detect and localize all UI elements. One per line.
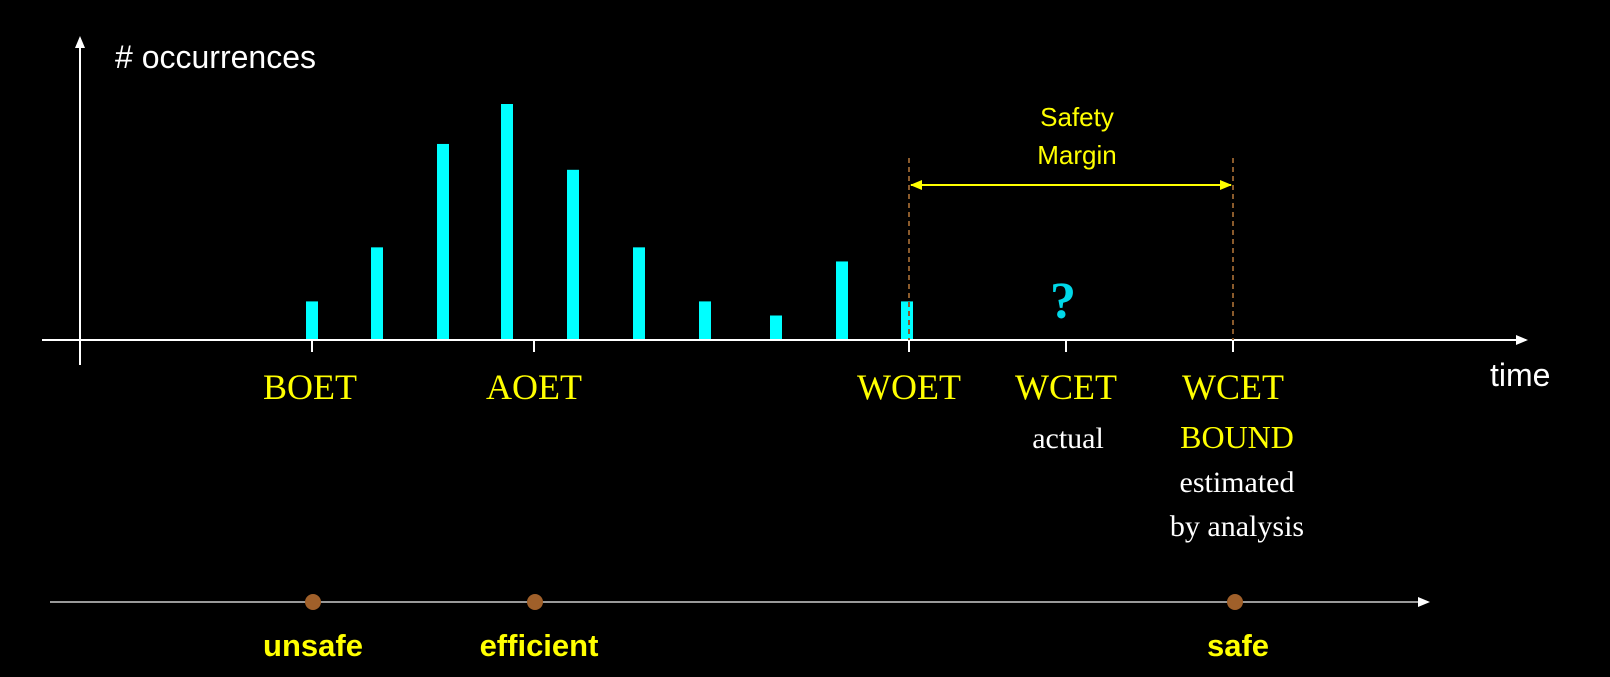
scale-label-efficient: efficient: [480, 628, 599, 663]
histogram-bar: [306, 301, 318, 339]
label-wcet-actual: WCET: [1015, 367, 1117, 407]
histogram-bar: [633, 247, 645, 339]
histogram-bars: [306, 104, 913, 339]
label-wcet-bound-sub: BOUND: [1180, 419, 1294, 455]
scale-dot-safe: [1227, 594, 1243, 610]
y-axis-label: # occurrences: [115, 39, 316, 75]
histogram-bar: [699, 301, 711, 339]
safety-margin-label-line2: Margin: [1037, 140, 1116, 170]
scale-dot-efficient: [527, 594, 543, 610]
label-wcet-bound: WCET: [1182, 367, 1284, 407]
x-axis-label: time: [1490, 357, 1550, 393]
histogram-bar: [770, 315, 782, 339]
label-wcet-actual-sub: actual: [1032, 422, 1104, 455]
label-estimated: estimated: [1180, 466, 1295, 499]
label-boet: BOET: [263, 367, 357, 407]
safety-margin-label-line1: Safety: [1040, 102, 1114, 132]
label-woet: WOET: [857, 367, 961, 407]
scale-dot-unsafe: [305, 594, 321, 610]
histogram-bar: [901, 301, 913, 339]
histogram-bar: [437, 143, 449, 339]
label-by-analysis: by analysis: [1170, 510, 1304, 543]
scale-label-safe: safe: [1207, 628, 1269, 663]
histogram-bar: [836, 261, 848, 339]
label-aoet: AOET: [486, 367, 582, 407]
histogram-bar: [501, 104, 513, 339]
histogram-bar: [371, 247, 383, 339]
unknown-wcet-marker: ?: [1050, 273, 1076, 330]
histogram-bar: [567, 169, 579, 339]
scale-label-unsafe: unsafe: [263, 628, 363, 663]
